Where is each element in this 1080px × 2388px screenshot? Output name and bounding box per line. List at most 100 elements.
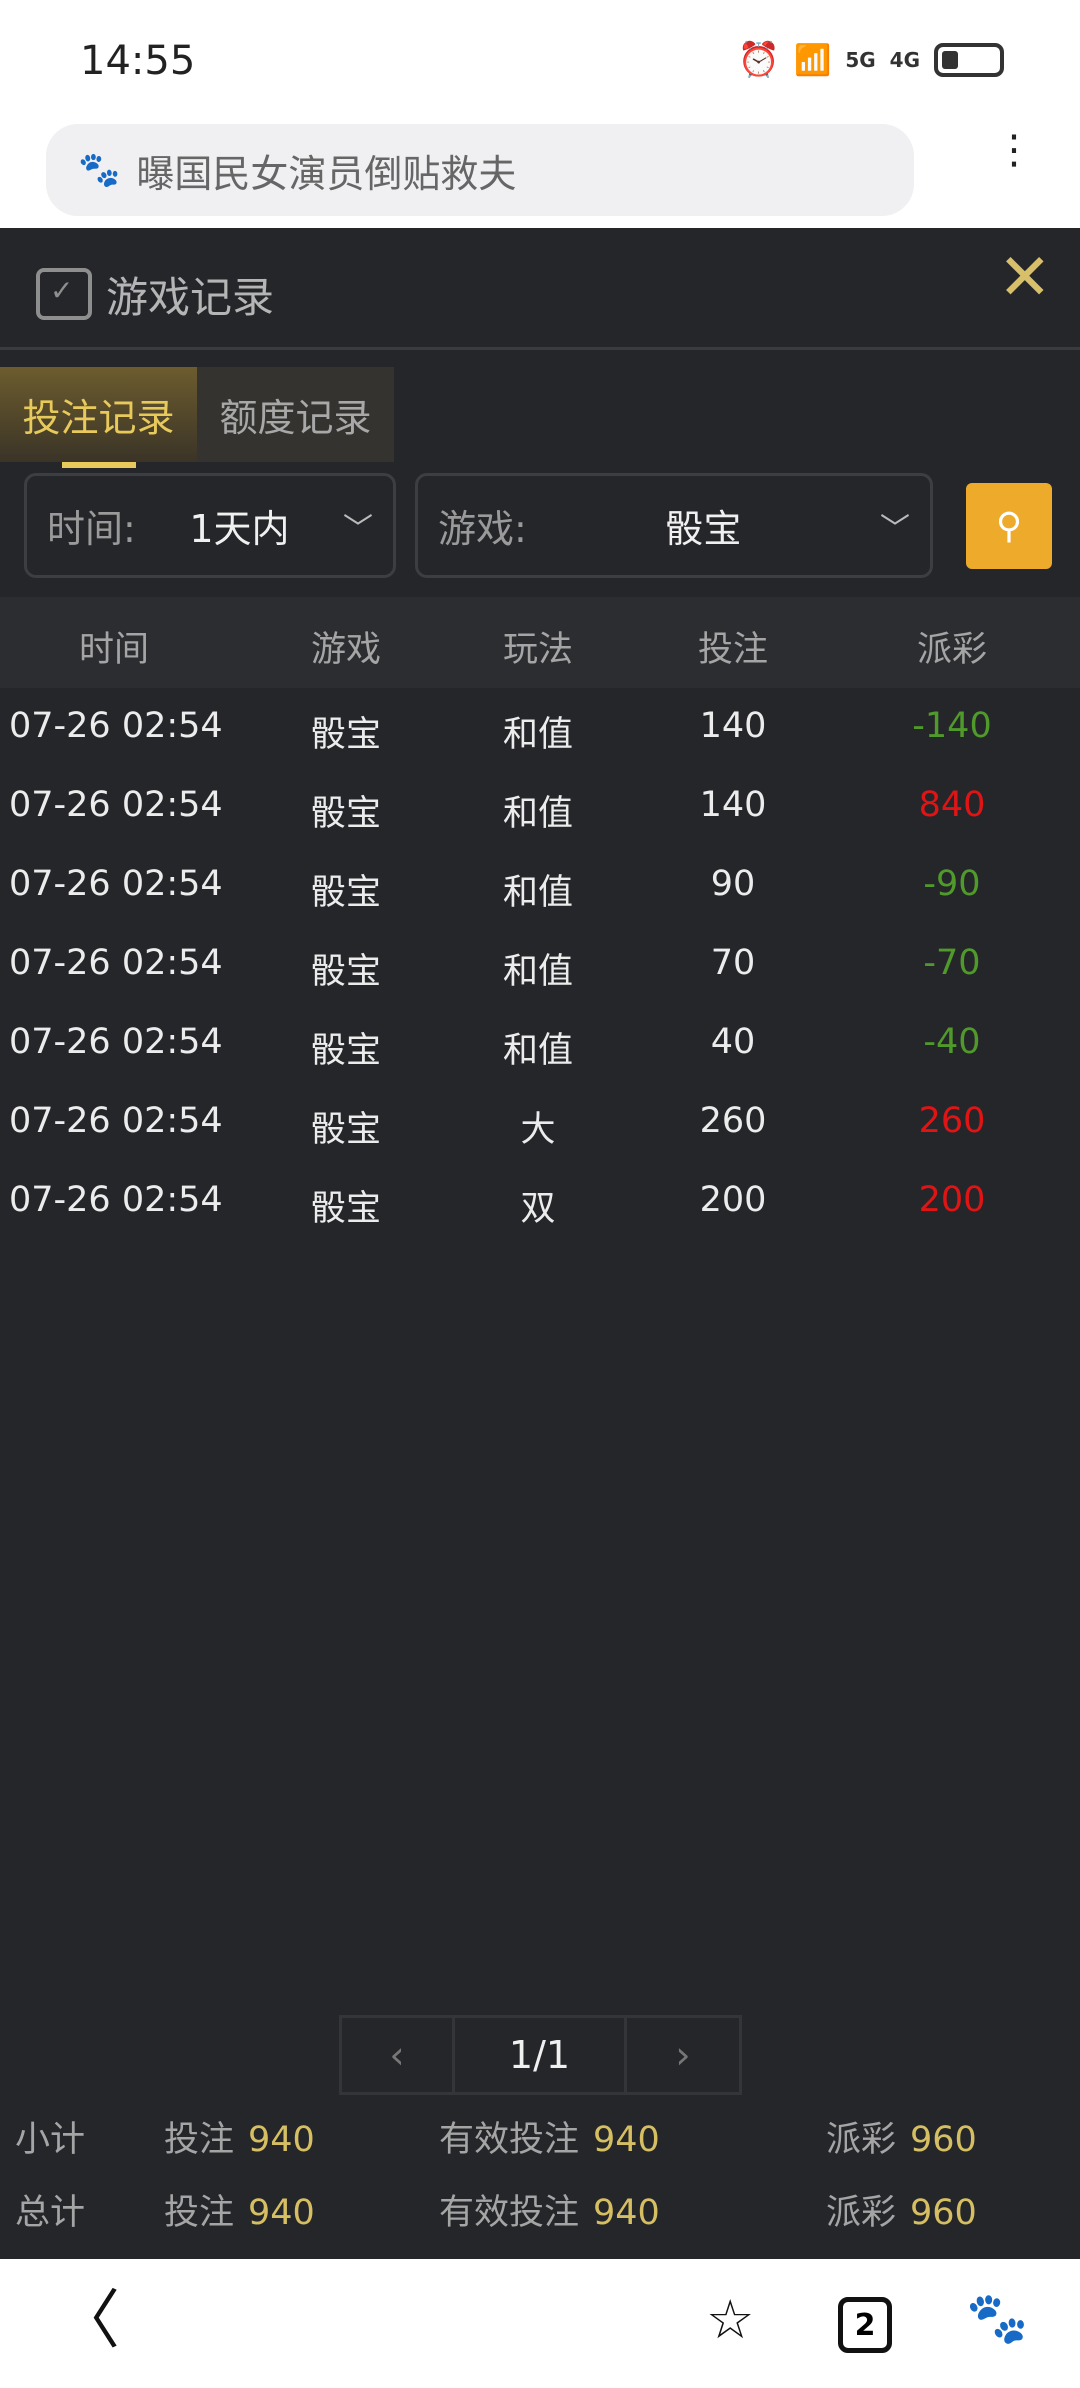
cell-game: 骰宝 [310, 1031, 382, 1071]
bet-label: 投注 [164, 2193, 235, 2233]
cell-play: 大 [520, 1110, 556, 1150]
column-header-bet: 投注 [697, 630, 769, 670]
cell-game: 骰宝 [310, 873, 382, 913]
cell-time: 07-26 02:54 [9, 1180, 223, 1220]
chevron-down-icon: ﹀ [880, 511, 910, 547]
game-filter-select[interactable]: 游戏: 骰宝 ﹀ [415, 473, 933, 578]
table-row: 07-26 02:54 骰宝 大 260 260 [0, 1083, 1080, 1162]
column-header-play: 玩法 [502, 630, 574, 670]
subtotal-label: 小计 [15, 2120, 86, 2160]
chevron-down-icon: ﹀ [343, 511, 373, 547]
more-menu-icon[interactable]: ⋮ [994, 127, 1034, 173]
cell-game: 骰宝 [310, 1110, 382, 1150]
baidu-icon: 🐾 [78, 150, 121, 190]
cell-bet: 90 [710, 864, 756, 904]
pagination: ‹ 1/1 › [339, 2015, 742, 2095]
cell-play: 双 [520, 1189, 556, 1229]
back-icon[interactable]: 〈 [56, 2284, 120, 2358]
url-text: 曝国民女演员倒贴救夫 [136, 151, 517, 196]
cell-play: 和值 [502, 952, 574, 992]
prev-page-button[interactable]: ‹ [342, 2018, 455, 2092]
column-header-time: 时间 [78, 630, 150, 670]
bet-label: 投注 [164, 2120, 235, 2160]
table-row: 07-26 02:54 骰宝 双 200 200 [0, 1162, 1080, 1241]
battery-icon [934, 43, 1004, 77]
address-bar[interactable]: 🐾 曝国民女演员倒贴救夫 [46, 124, 914, 216]
subtotal-valid-bet: 有效投注 940 [439, 2111, 660, 2162]
payout-value: 960 [910, 2120, 977, 2160]
cell-bet: 140 [699, 785, 767, 825]
column-header-game: 游戏 [310, 630, 382, 670]
tab-credit-records[interactable]: 额度记录 [197, 367, 394, 462]
tab-bet-records[interactable]: 投注记录 [0, 367, 197, 468]
cell-play: 和值 [502, 1031, 574, 1071]
wifi-icon: 📶 [793, 42, 832, 78]
cell-payout: -40 [923, 1022, 981, 1062]
valid-bet-value: 940 [593, 2120, 660, 2160]
cell-time: 07-26 02:54 [9, 864, 223, 904]
browser-bottom-bar: 〈 ☆ 2 🐾 [0, 2259, 1080, 2388]
cell-payout: 260 [918, 1101, 986, 1141]
cell-time: 07-26 02:54 [9, 706, 223, 746]
total-payout: 派彩 960 [826, 2184, 977, 2235]
search-icon: ⚲ [995, 505, 1023, 547]
total-label: 总计 [15, 2193, 86, 2233]
cell-game: 骰宝 [310, 794, 382, 834]
time-filter-value: 1天内 [189, 507, 290, 551]
cell-play: 和值 [502, 794, 574, 834]
column-header-payout: 派彩 [916, 630, 988, 670]
close-icon[interactable]: ✕ [998, 241, 1052, 315]
cell-time: 07-26 02:54 [9, 785, 223, 825]
cell-payout: -140 [912, 706, 992, 746]
star-bookmark-icon[interactable]: ☆ [706, 2288, 755, 2351]
alarm-icon: ⏰ [737, 40, 780, 80]
cell-payout: -90 [923, 864, 981, 904]
table-row: 07-26 02:54 骰宝 和值 40 -40 [0, 1004, 1080, 1083]
cell-play: 和值 [502, 715, 574, 755]
valid-bet-value: 940 [593, 2193, 660, 2233]
signal-4g-icon: 4G [889, 48, 920, 72]
cell-time: 07-26 02:54 [9, 1101, 223, 1141]
time-filter-select[interactable]: 时间: 1天内 ﹀ [24, 473, 396, 578]
table-row: 07-26 02:54 骰宝 和值 90 -90 [0, 846, 1080, 925]
signal-5g-icon: 5G [845, 48, 876, 72]
status-icons: ⏰ 📶 5G 4G [738, 40, 1004, 80]
cell-time: 07-26 02:54 [9, 943, 223, 983]
cell-game: 骰宝 [310, 1189, 382, 1229]
cell-play: 和值 [502, 873, 574, 913]
baidu-paw-icon[interactable]: 🐾 [966, 2289, 1029, 2347]
clock: 14:55 [80, 38, 196, 84]
status-bar: 14:55 ⏰ 📶 5G 4G [0, 0, 1080, 120]
game-filter-label: 游戏: [438, 507, 527, 551]
panel-header: ✓ 游戏记录 ✕ [0, 228, 1080, 350]
valid-bet-label: 有效投注 [439, 2193, 580, 2233]
table-row: 07-26 02:54 骰宝 和值 140 840 [0, 767, 1080, 846]
cell-payout: 840 [918, 785, 986, 825]
cell-bet: 140 [699, 706, 767, 746]
table-header: 时间 游戏 玩法 投注 派彩 [0, 597, 1080, 688]
cell-bet: 260 [699, 1101, 767, 1141]
subtotal-payout: 派彩 960 [826, 2111, 977, 2162]
total-bet: 投注 940 [164, 2184, 315, 2235]
cell-game: 骰宝 [310, 715, 382, 755]
time-filter-label: 时间: [47, 507, 136, 551]
valid-bet-label: 有效投注 [439, 2120, 580, 2160]
search-button[interactable]: ⚲ [966, 483, 1052, 569]
game-record-panel: ✓ 游戏记录 ✕ 投注记录 额度记录 时间: 1天内 ﹀ 游戏: 骰宝 ﹀ ⚲ … [0, 228, 1080, 2259]
payout-label: 派彩 [826, 2193, 897, 2233]
payout-value: 960 [910, 2193, 977, 2233]
cell-time: 07-26 02:54 [9, 1022, 223, 1062]
subtotal-bet: 投注 940 [164, 2111, 315, 2162]
next-page-button[interactable]: › [675, 2033, 691, 2077]
panel-title: 游戏记录 [106, 273, 275, 322]
total-valid-bet: 有效投注 940 [439, 2184, 660, 2235]
table-row: 07-26 02:54 骰宝 和值 140 -140 [0, 688, 1080, 767]
payout-label: 派彩 [826, 2120, 897, 2160]
table-row: 07-26 02:54 骰宝 和值 70 -70 [0, 925, 1080, 1004]
game-filter-value: 骰宝 [665, 507, 742, 551]
page-indicator: 1/1 [455, 2018, 627, 2092]
cell-bet: 200 [699, 1180, 767, 1220]
tabs-button[interactable]: 2 [838, 2297, 892, 2353]
cell-bet: 70 [710, 943, 756, 983]
cell-payout: 200 [918, 1180, 986, 1220]
